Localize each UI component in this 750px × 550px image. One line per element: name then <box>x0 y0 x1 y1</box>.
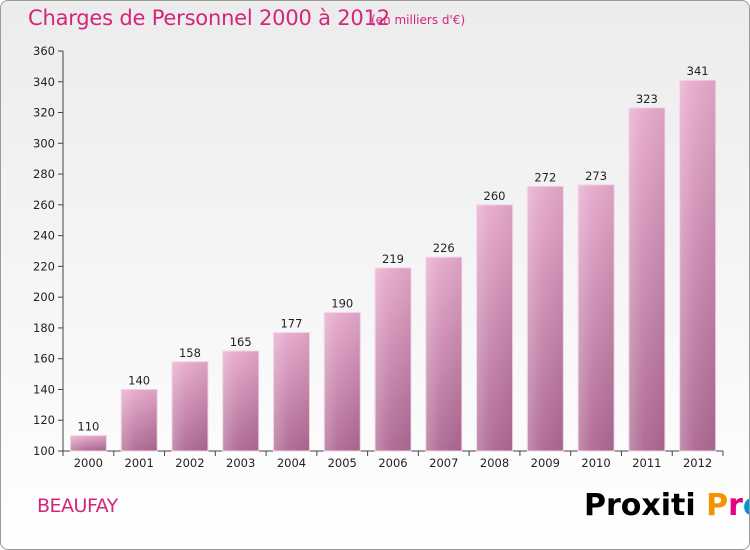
data-label: 260 <box>484 189 506 203</box>
bar-shine <box>375 267 411 451</box>
y-tick-label: 160 <box>33 352 55 366</box>
logo-letter: P <box>706 488 729 523</box>
data-label: 273 <box>585 169 607 183</box>
data-label: 158 <box>179 346 201 360</box>
bar-shine <box>527 186 564 451</box>
bar-shine <box>679 80 716 451</box>
y-tick-label: 240 <box>33 229 55 243</box>
data-label: 190 <box>331 297 353 311</box>
axes: 100 120 140 160 180 200 220 240 260 280 300 320 340 3… <box>33 44 724 470</box>
x-tick-label: 2012 <box>683 456 712 470</box>
y-tick-label: 320 <box>33 106 55 120</box>
bar-shine <box>324 312 361 451</box>
x-tick-label: 2004 <box>277 456 306 470</box>
bar-shine <box>578 184 615 451</box>
y-tick-label: 180 <box>33 321 55 335</box>
x-tick-label: 2005 <box>328 456 357 470</box>
bar-shine <box>628 107 665 451</box>
proxiti-logo: Proxiti Proxiti <box>584 488 749 523</box>
y-tick-label: 100 <box>33 444 55 458</box>
data-label: 110 <box>77 420 99 434</box>
y-tick-label: 260 <box>33 198 55 212</box>
x-tick-label: 2006 <box>378 456 407 470</box>
logo-letter: r <box>728 488 743 523</box>
y-tick-label: 280 <box>33 167 55 181</box>
bar-shine <box>121 389 158 451</box>
data-label: 165 <box>230 335 252 349</box>
y-tick-label: 120 <box>33 413 55 427</box>
data-label: 323 <box>636 92 658 106</box>
x-tick-label: 2001 <box>125 456 154 470</box>
x-tick-label: 2008 <box>480 456 509 470</box>
bar-shine <box>70 435 107 451</box>
x-tick-label: 2011 <box>632 456 661 470</box>
x-tick-label: 2007 <box>429 456 458 470</box>
bar-shine <box>222 351 259 451</box>
bars <box>69 79 717 452</box>
x-tick-label: 2003 <box>226 456 255 470</box>
x-tick-label: 2002 <box>175 456 204 470</box>
y-tick-label: 340 <box>33 75 55 89</box>
data-label: 177 <box>280 317 302 331</box>
y-tick-label: 360 <box>33 44 55 58</box>
bar-shine <box>425 257 462 451</box>
bar-shine <box>171 361 208 451</box>
data-label: 226 <box>433 241 455 255</box>
y-tick-label: 200 <box>33 290 55 304</box>
data-label: 341 <box>687 64 709 78</box>
y-tick-label: 140 <box>33 382 55 396</box>
chart-title: Charges de Personnel 2000 à 2012 <box>28 6 390 30</box>
chart-subtitle: (en milliers d'€) <box>371 13 466 27</box>
data-label: 272 <box>534 170 556 184</box>
x-tick-label: 2010 <box>581 456 610 470</box>
y-tick-label: 300 <box>33 136 55 150</box>
bar-shine <box>476 204 513 451</box>
logo-letters: Proxiti <box>706 488 749 523</box>
bar-shine <box>273 332 310 451</box>
y-tick-label: 220 <box>33 259 55 273</box>
data-label: 219 <box>382 252 404 266</box>
data-labels: 110 140 158 165 177 190 219 226 260 272 273 323 341 <box>77 64 708 433</box>
data-label: 140 <box>128 373 150 387</box>
logo-letter: o <box>743 488 749 523</box>
x-tick-label: 2009 <box>531 456 560 470</box>
commune-name: BEAUFAY <box>37 495 118 517</box>
bar-chart: 100 120 140 160 180 200 220 240 260 280 300 320 340 3… <box>33 44 724 470</box>
x-tick-label: 2000 <box>74 456 103 470</box>
